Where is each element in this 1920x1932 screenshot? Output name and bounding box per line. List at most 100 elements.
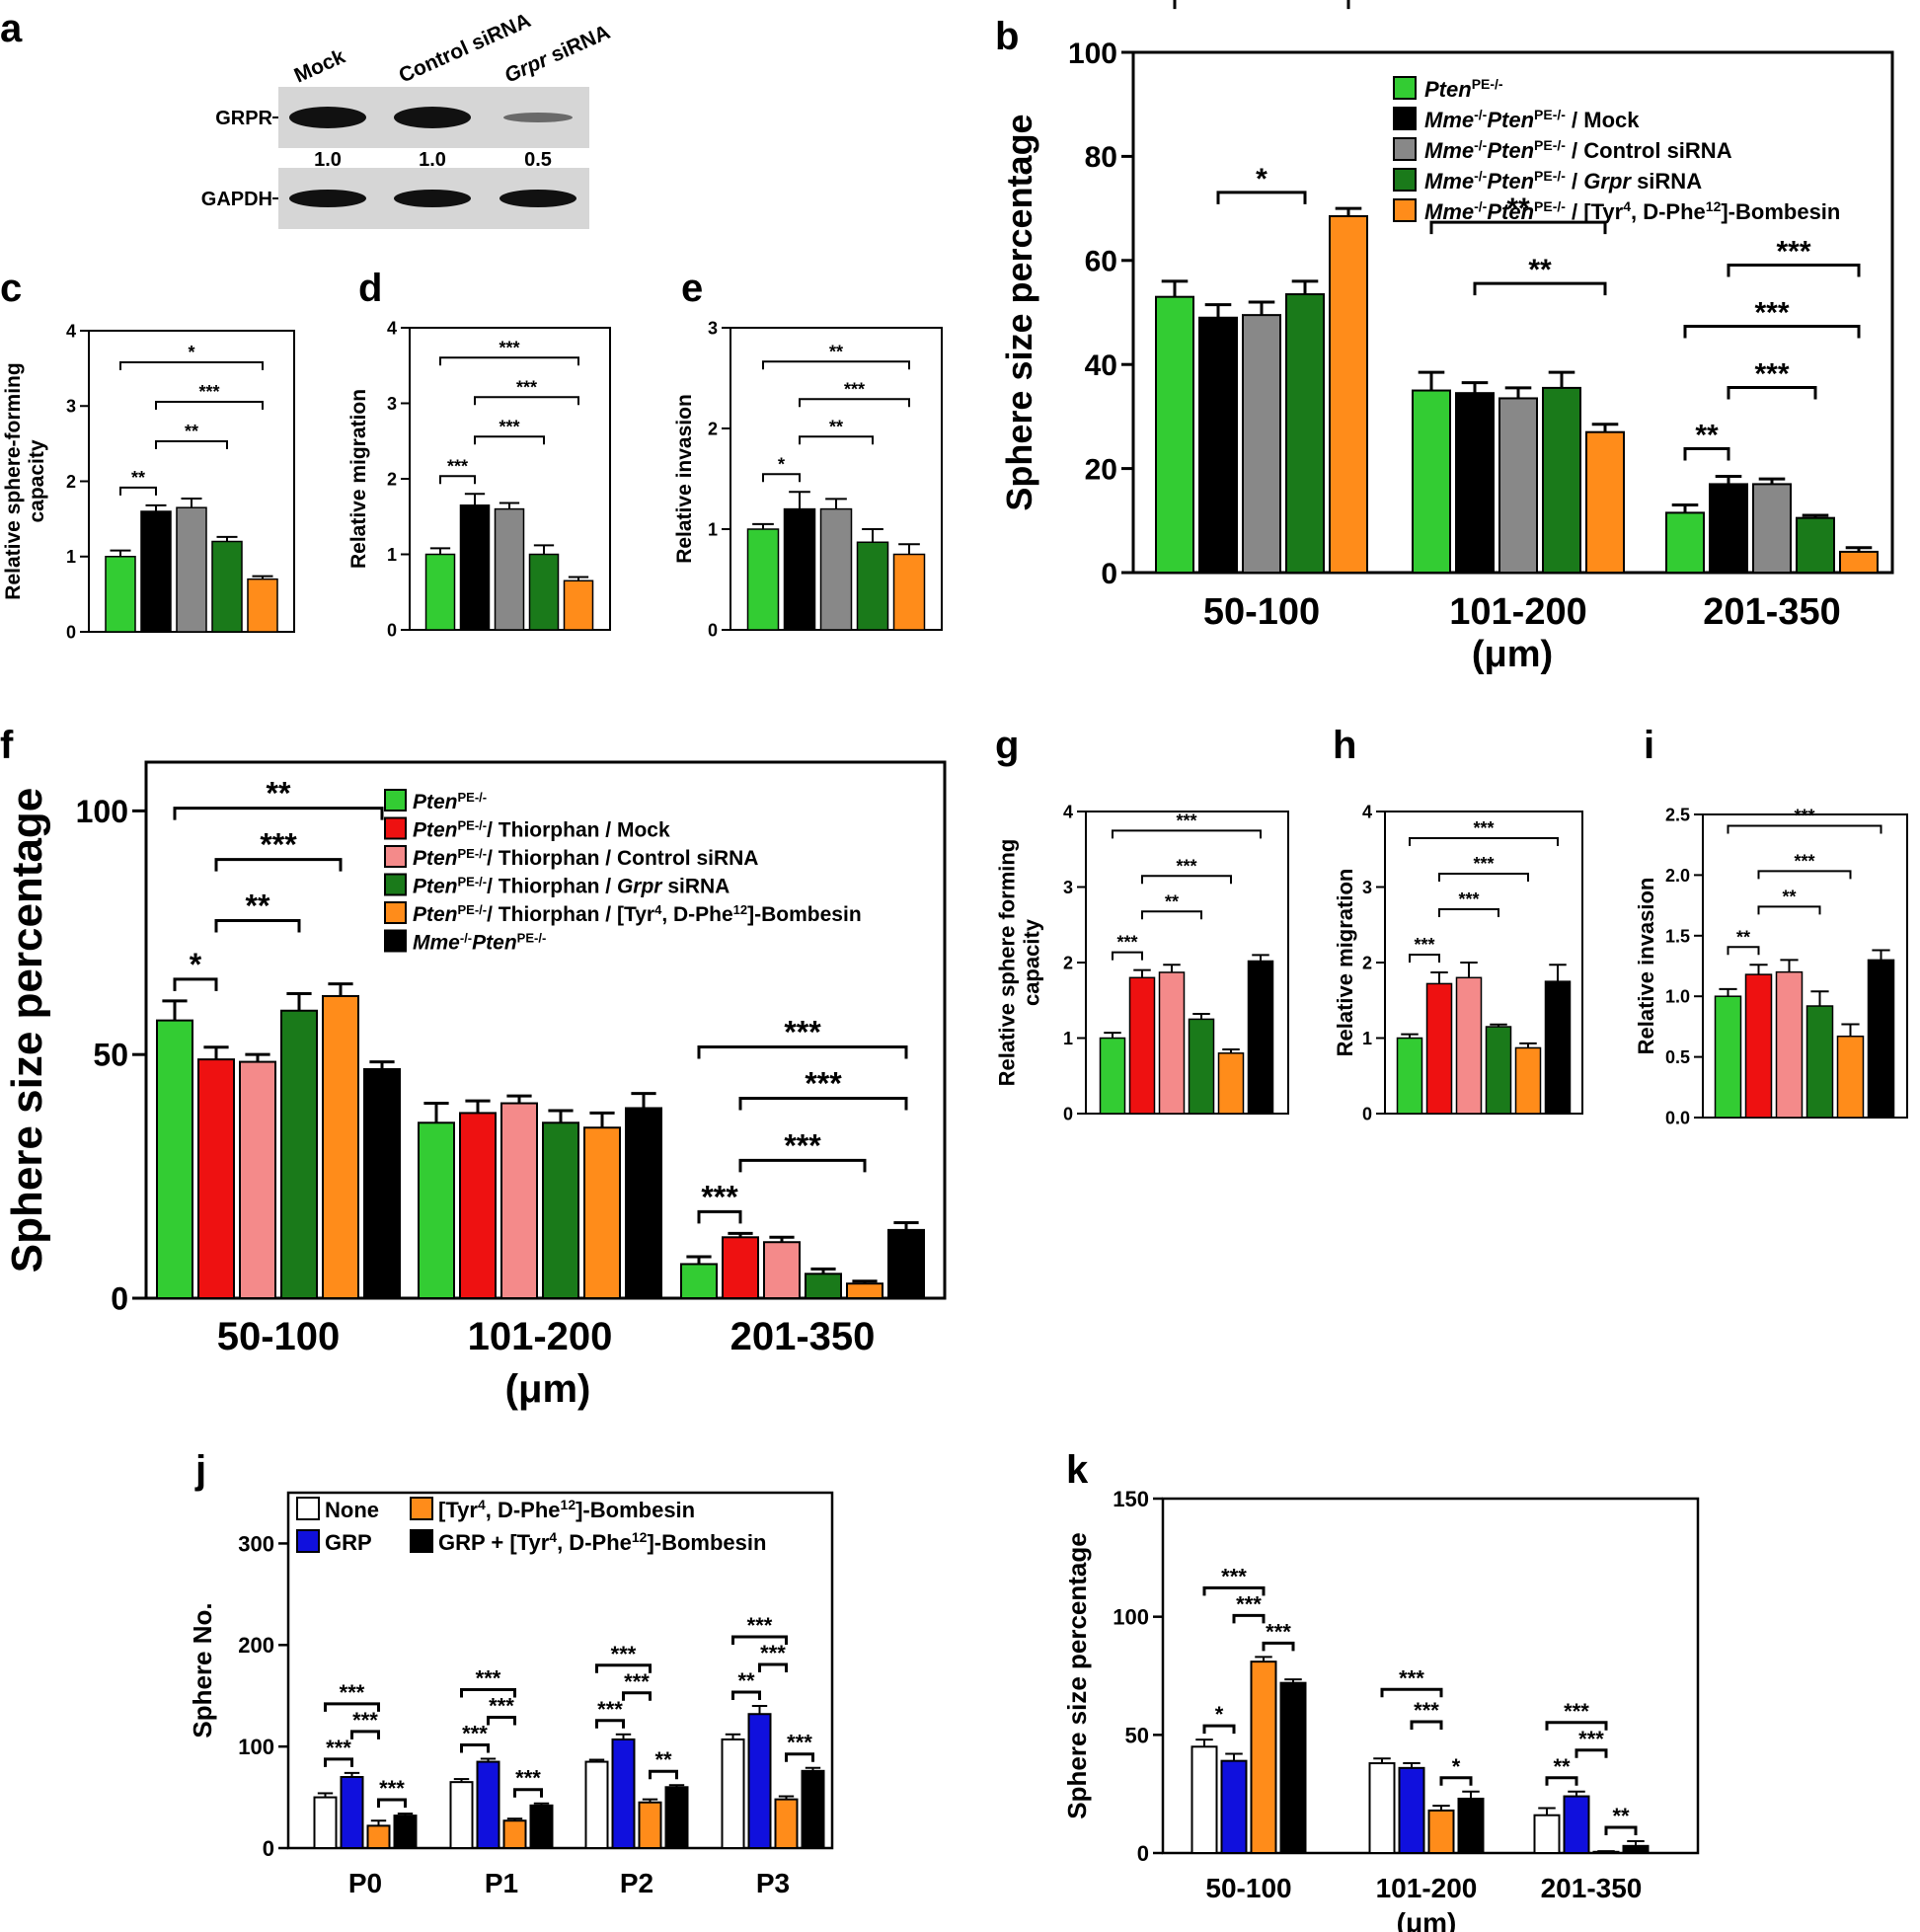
significance-label: ** <box>737 1668 755 1693</box>
bar <box>529 1804 554 1850</box>
text-segment: 12 <box>561 1497 576 1512</box>
bar <box>747 1713 772 1849</box>
y-tick-label: 2.5 <box>1665 805 1690 824</box>
text-segment: -/- <box>1474 107 1488 122</box>
blot-lane-label: Mock <box>291 45 349 88</box>
x-axis-label: (μm) <box>1472 634 1553 675</box>
significance-bracket <box>1604 1825 1638 1836</box>
bar <box>459 1112 497 1300</box>
y-axis-label: Relative invasion <box>1634 878 1658 1055</box>
legend-label: PtenPE-/- <box>1424 76 1503 102</box>
y-tick-label: 2 <box>1362 953 1372 972</box>
y-tick-label: 50 <box>93 1038 128 1073</box>
bar <box>1250 1661 1277 1855</box>
y-tick-label: 50 <box>1125 1723 1149 1747</box>
y-axis-label: capacity <box>26 439 48 522</box>
text-segment: / Thiorphan / <box>487 876 617 898</box>
bar <box>363 1067 401 1300</box>
bar <box>1592 1850 1620 1855</box>
bar <box>105 556 136 633</box>
text-segment: Pten <box>1487 169 1534 193</box>
y-tick-label: 0 <box>1137 1841 1149 1866</box>
y-tick-label: 2.0 <box>1665 866 1690 886</box>
y-tick-label: 300 <box>238 1531 274 1556</box>
significance-label: *** <box>326 1736 351 1760</box>
bar <box>494 507 525 631</box>
legend-label: PtenPE-/-/ Thiorphan / Grpr siRNA <box>413 874 730 898</box>
blot-band <box>503 113 573 122</box>
significance-label: ** <box>267 776 291 811</box>
y-tick-label: 4 <box>387 318 397 338</box>
blot-quant-label: 1.0 <box>314 149 342 171</box>
y-tick-label: 1 <box>1063 1029 1073 1048</box>
y-axis-label: Relative sphere-forming <box>2 362 25 599</box>
bar <box>1709 483 1748 574</box>
bar <box>1329 215 1368 574</box>
significance-bracket <box>738 1158 867 1173</box>
y-tick-label: 20 <box>1085 453 1117 486</box>
bar <box>340 1776 364 1849</box>
bar <box>476 1760 500 1849</box>
legend-swatch <box>410 1497 433 1520</box>
significance-label: ** <box>1695 420 1719 452</box>
y-axis-label: Sphere No. <box>188 1602 217 1738</box>
significance-label: * <box>1215 1702 1224 1727</box>
significance-label: ** <box>1553 1754 1571 1779</box>
text-segment: -/- <box>460 930 472 945</box>
significance-bracket <box>1141 875 1232 885</box>
bar <box>1285 293 1325 574</box>
bar <box>1622 1844 1650 1854</box>
significance-label: * <box>778 454 785 474</box>
significance-bracket <box>474 396 579 406</box>
text-segment: siRNA <box>661 876 730 898</box>
significance-label: *** <box>1794 807 1814 826</box>
bar <box>846 1282 883 1300</box>
y-axis-label: Relative migration <box>347 389 370 569</box>
text-segment: GRP + [Tyr <box>438 1530 550 1555</box>
legend-label: Mme-/-PtenPE-/- / Control siRNA <box>1424 137 1732 163</box>
blot-row-label: GRPR <box>215 108 272 129</box>
text-segment: PE-/- <box>1534 198 1566 214</box>
y-tick-label: 1 <box>387 545 397 565</box>
significance-bracket <box>439 356 579 366</box>
significance-bracket <box>738 1096 908 1111</box>
text-segment: Pten <box>1424 77 1472 102</box>
significance-bracket <box>1429 220 1607 235</box>
significance-bracket <box>173 977 218 991</box>
significance-bracket <box>1757 870 1852 880</box>
bar <box>1752 483 1792 574</box>
bar <box>449 1781 474 1849</box>
significance-label: *** <box>340 1680 365 1705</box>
significance-bracket <box>214 918 301 933</box>
bar <box>500 1102 538 1299</box>
y-tick-label: 0.5 <box>1665 1047 1690 1067</box>
significance-bracket <box>622 1691 652 1701</box>
x-tick-label: 201-350 <box>1703 591 1840 633</box>
bar <box>211 540 243 633</box>
bar <box>1744 973 1773 1119</box>
text-segment: Mme <box>1424 108 1474 132</box>
panel-letter-a: a <box>0 7 23 50</box>
significance-label: *** <box>260 827 297 863</box>
significance-bracket <box>1262 1641 1295 1652</box>
bar <box>1514 1046 1542 1115</box>
bar <box>1544 980 1572 1115</box>
x-tick-label: 50-100 <box>1205 1873 1291 1903</box>
significance-bracket <box>649 1769 678 1780</box>
significance-label: *** <box>1176 811 1196 830</box>
bar <box>856 541 889 631</box>
bar <box>563 580 594 631</box>
text-segment: -/- <box>1474 137 1488 153</box>
significance-bracket <box>1683 447 1730 461</box>
legend-label: GRP <box>325 1530 372 1555</box>
significance-label: *** <box>1473 854 1494 874</box>
significance-label: *** <box>784 1127 821 1163</box>
significance-bracket <box>460 1742 490 1753</box>
significance-bracket <box>731 1635 788 1645</box>
significance-bracket <box>785 1752 814 1762</box>
bar <box>1155 295 1194 574</box>
legend-label: Mme-/-PtenPE-/- / Mock <box>1424 107 1640 132</box>
significance-bracket <box>1409 953 1440 963</box>
text-segment: 4 <box>549 1529 557 1545</box>
